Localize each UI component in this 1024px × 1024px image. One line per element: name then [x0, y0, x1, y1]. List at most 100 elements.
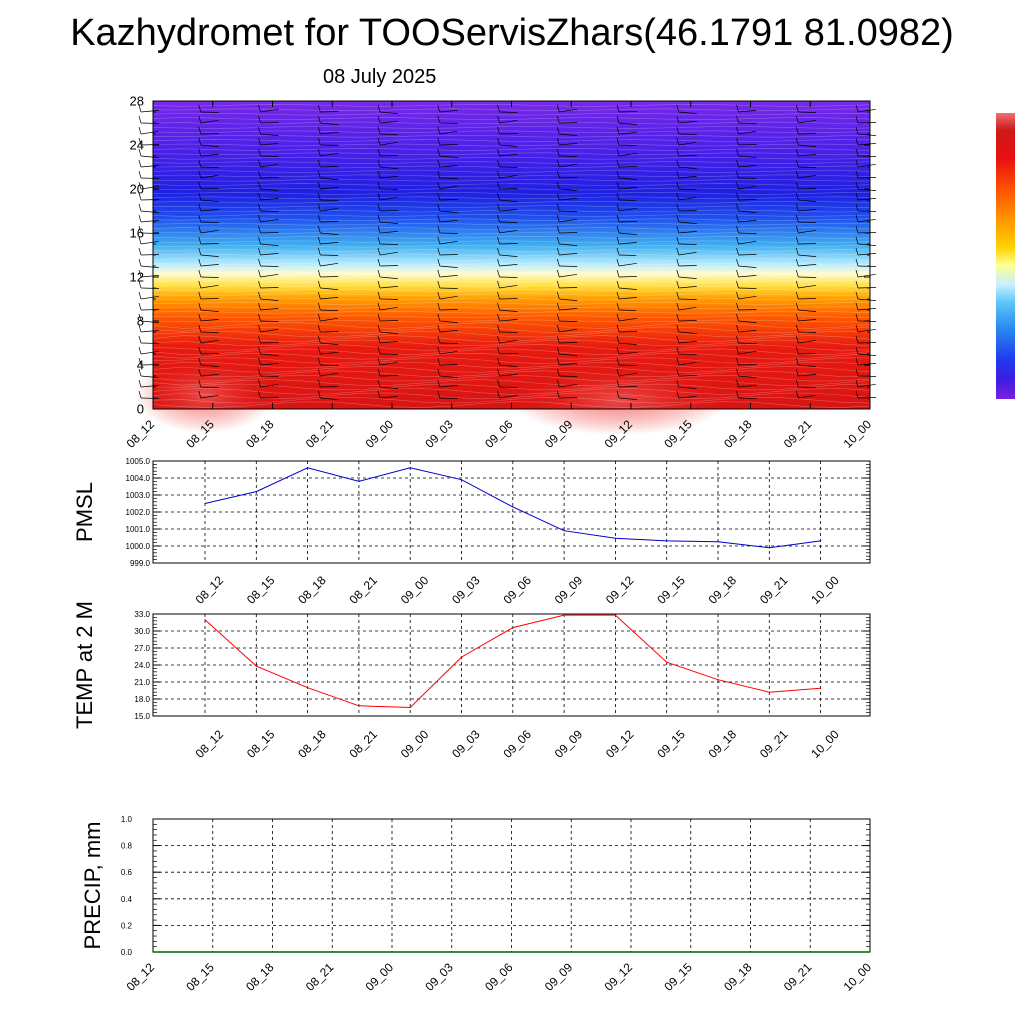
wind-barb-flag	[676, 236, 680, 245]
wind-barb-flag	[795, 159, 799, 168]
x-tick-label: 09_09	[552, 727, 586, 761]
isotherm-line	[152, 306, 871, 310]
x-tick-label: 08_15	[244, 727, 278, 761]
wind-barb-flag	[138, 181, 142, 190]
y-tick-label: 1005.0	[126, 457, 151, 466]
wind-barb	[439, 165, 458, 168]
wind-barb-flag	[795, 346, 799, 355]
wind-barb-flag	[377, 291, 381, 300]
wind-barb-flag	[795, 192, 799, 201]
wind-barb	[738, 177, 757, 179]
wind-barb	[559, 397, 578, 399]
isotherm-line	[152, 117, 871, 120]
wind-barb-flag	[616, 280, 620, 289]
wind-barb	[618, 166, 638, 168]
wind-barb-flag	[616, 137, 620, 146]
wind-barb	[260, 122, 279, 124]
wind-barb	[857, 133, 876, 136]
wind-barb	[320, 122, 339, 125]
wind-barb-flag	[736, 148, 739, 157]
y-tick-label: 24.0	[134, 661, 150, 670]
wind-barb	[559, 253, 578, 256]
wind-barb	[499, 221, 518, 223]
wind-barb-flag	[377, 379, 381, 388]
wind-barb	[140, 295, 159, 300]
wind-barb	[738, 210, 757, 213]
wind-barb	[260, 133, 279, 136]
isotherm-line	[152, 170, 871, 173]
wind-barb-flag	[736, 302, 739, 311]
wind-barb	[678, 298, 697, 300]
wind-barb	[499, 353, 518, 355]
wind-barb	[678, 210, 697, 212]
wind-barb-flag	[676, 280, 680, 289]
wind-barb	[140, 199, 160, 201]
wind-barb-flag	[377, 170, 381, 179]
wind-barb-flag	[377, 324, 381, 333]
wind-barb-flag	[795, 225, 799, 234]
wind-barb	[798, 394, 817, 399]
wind-barb-flag	[377, 159, 381, 168]
x-tick-label: 09_18	[706, 573, 740, 607]
wind-barb	[260, 363, 279, 366]
wind-barb	[260, 328, 279, 333]
wind-barb-flag	[855, 368, 859, 377]
y-tick-label: 18.0	[134, 695, 150, 704]
wind-barb-flag	[855, 324, 859, 333]
wind-barb	[678, 386, 697, 389]
wind-barb	[678, 286, 697, 289]
wind-barb-flag	[258, 346, 261, 355]
wind-barb	[678, 166, 697, 169]
wind-barb-flag	[317, 269, 321, 278]
wind-barb-flag	[855, 148, 859, 157]
wind-barb	[260, 273, 279, 278]
isotherm-line	[152, 280, 871, 283]
wind-barb-flag	[676, 357, 680, 366]
plot-frame	[152, 613, 871, 717]
wind-barb	[618, 144, 638, 146]
wind-barb-flag	[676, 192, 680, 201]
wind-barb-flag	[138, 390, 142, 399]
wind-barb	[798, 188, 817, 190]
x-tick-label: 08_12	[124, 417, 158, 451]
wind-barb	[439, 155, 458, 158]
wind-barb	[200, 331, 219, 333]
wind-barb	[439, 110, 458, 113]
wind-barb-flag	[317, 302, 321, 311]
wind-barb	[738, 155, 757, 158]
wind-barb-flag	[616, 203, 620, 212]
wind-barb-flag	[616, 104, 620, 113]
wind-barb-flag	[258, 302, 261, 311]
wind-barb-flag	[795, 368, 799, 377]
wind-barb	[140, 165, 159, 168]
wind-barb	[618, 342, 637, 345]
wind-barb	[738, 309, 757, 311]
wind-barb	[798, 111, 817, 113]
wind-barb-flag	[258, 104, 261, 113]
wind-barb-flag	[616, 148, 620, 157]
wind-barb	[798, 174, 817, 179]
isotherm-line	[152, 161, 871, 164]
wind-barb	[798, 166, 817, 168]
wind-barb	[260, 177, 279, 179]
wind-barb-flag	[258, 137, 261, 146]
wind-barb	[200, 364, 219, 367]
wind-barb-flag	[317, 346, 321, 355]
wind-barb	[260, 397, 279, 399]
data-point	[460, 479, 463, 481]
wind-barb	[200, 243, 219, 245]
wind-barb	[260, 320, 279, 322]
wind-barb	[798, 309, 817, 312]
x-tick-label: 09_03	[449, 573, 483, 607]
wind-barb-flag	[497, 137, 500, 146]
wind-barb-flag	[736, 159, 739, 168]
wind-barb-flag	[317, 247, 321, 256]
y-tick-label: 1000.0	[126, 542, 151, 551]
wind-barb	[798, 254, 817, 257]
wind-barb	[439, 122, 458, 124]
wind-barb	[260, 353, 279, 356]
wind-barb	[320, 309, 339, 311]
data-point	[409, 467, 411, 469]
wind-barb	[140, 155, 159, 158]
wind-barb	[857, 163, 876, 168]
